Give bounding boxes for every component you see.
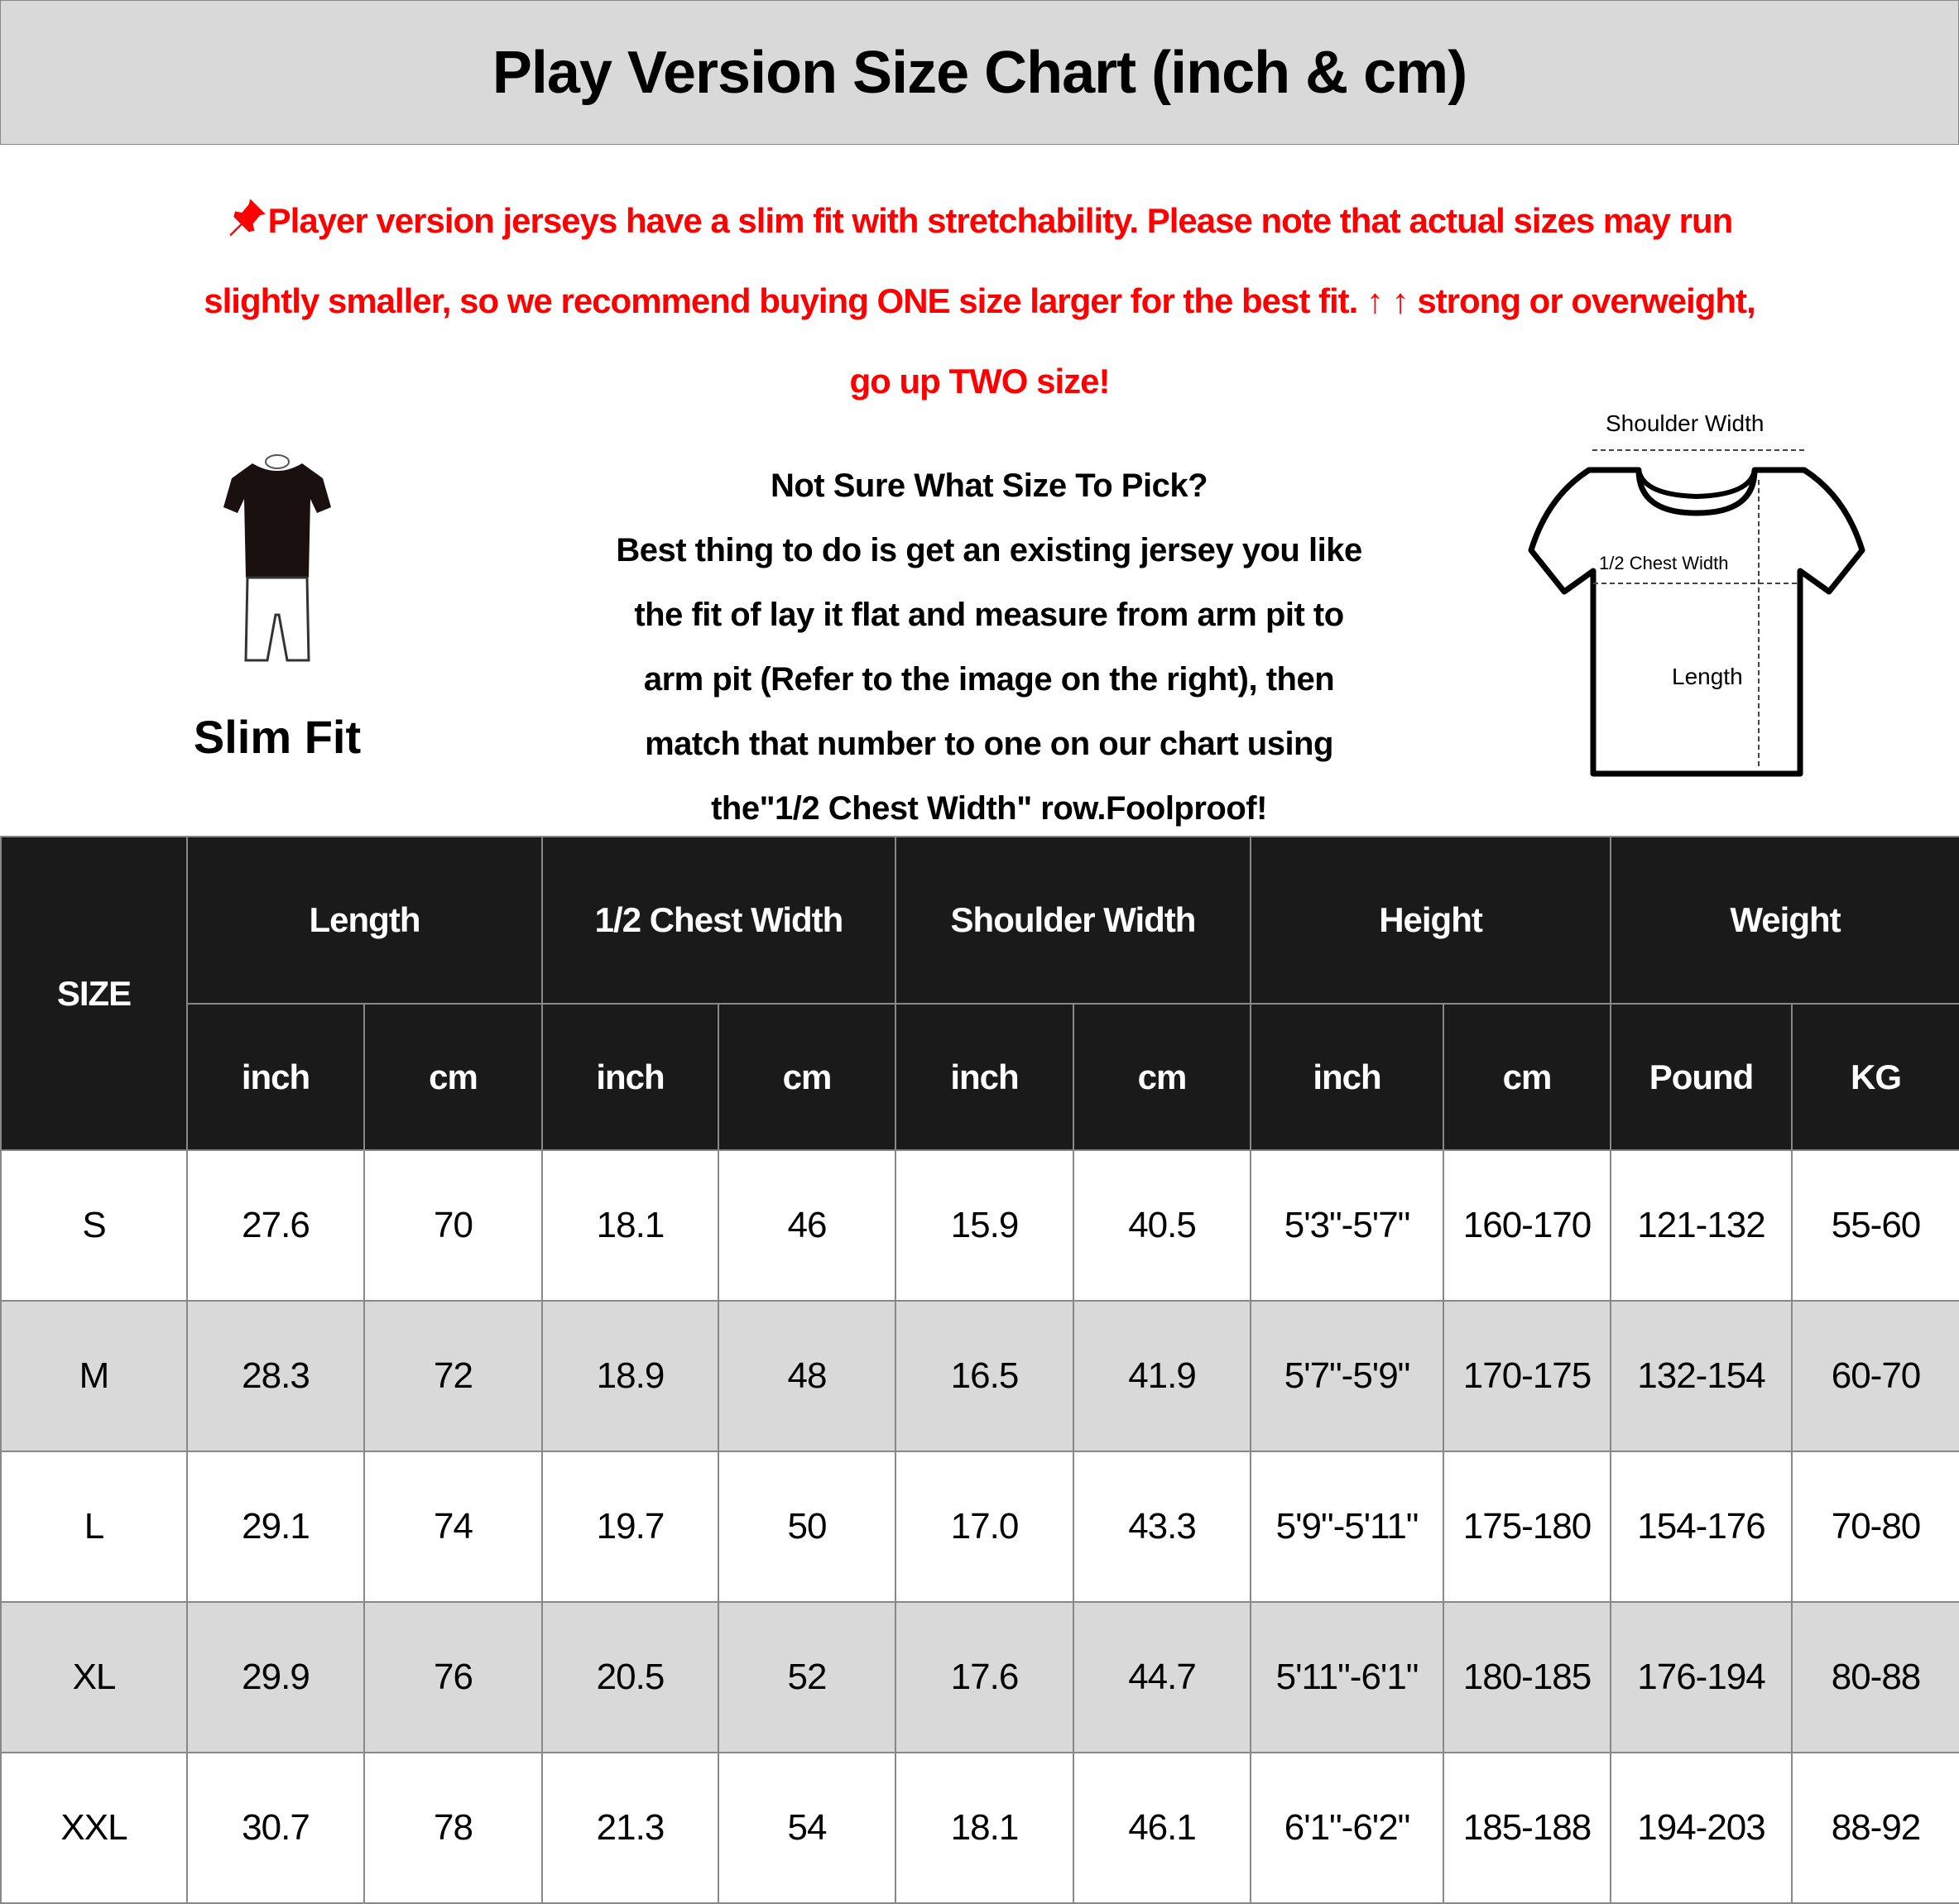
tshirt-measurement-icon: [1528, 449, 1865, 777]
page-title: Play Version Size Chart (inch & cm): [492, 39, 1467, 106]
slim-fit-panel: Slim Fit: [174, 453, 381, 764]
group-header-length: Length: [186, 836, 543, 1005]
sizing-advice: Not Sure What Size To Pick? Best thing t…: [463, 453, 1515, 841]
value-cell: 28.3: [186, 1300, 365, 1452]
value-cell: 70: [363, 1149, 543, 1302]
unit-header: Pound: [1610, 1003, 1793, 1151]
value-cell: 5'7"-5'9": [1250, 1300, 1445, 1452]
value-cell: 194-203: [1610, 1752, 1793, 1904]
group-header-shoulder: Shoulder Width: [894, 836, 1252, 1005]
value-cell: 30.7: [186, 1752, 365, 1904]
value-cell: 78: [363, 1752, 543, 1904]
value-cell: 180-185: [1443, 1601, 1612, 1753]
unit-header: inch: [541, 1003, 719, 1151]
value-cell: 27.6: [186, 1149, 365, 1302]
value-cell: 5'3"-5'7": [1250, 1149, 1445, 1302]
value-cell: 43.3: [1072, 1451, 1252, 1603]
value-cell: 41.9: [1072, 1300, 1252, 1452]
value-cell: 5'9"-5'11": [1250, 1451, 1445, 1603]
shoulder-width-label: Shoulder Width: [1606, 410, 1765, 436]
advice-line: Not Sure What Size To Pick?: [770, 468, 1208, 504]
slim-fit-figure-icon: [223, 454, 331, 662]
value-cell: 52: [718, 1601, 896, 1753]
table-row: S 27.6 70 18.1 46 15.9 40.5 5'3"-5'7" 160-170 121…: [0, 1149, 1959, 1302]
notice-line-3: go up TWO size!: [849, 362, 1111, 400]
value-cell: 6'1"-6'2": [1250, 1752, 1445, 1904]
size-table: SIZE Length 1/2 Chest Width Shoulder Wid…: [0, 836, 1959, 1904]
notice-line-2: slightly smaller, so we recommend buying…: [204, 281, 1755, 320]
length-label: Length: [1672, 664, 1743, 689]
unit-header: cm: [363, 1003, 543, 1151]
advice-line: Best thing to do is get an existing jers…: [616, 532, 1362, 568]
value-cell: 50: [718, 1451, 896, 1603]
unit-header: inch: [1250, 1003, 1445, 1151]
group-header-chest: 1/2 Chest Width: [541, 836, 896, 1005]
advice-line: the"1/2 Chest Width" row.Foolproof!: [711, 790, 1267, 827]
value-cell: 54: [718, 1752, 896, 1904]
value-cell: 74: [363, 1451, 543, 1603]
value-cell: 60-70: [1791, 1300, 1959, 1452]
value-cell: 160-170: [1443, 1149, 1612, 1302]
size-cell: M: [0, 1300, 188, 1452]
table-row: L 29.1 74 19.7 50 17.0 43.3 5'9"-5'11" 175-180 15…: [0, 1451, 1959, 1603]
pushpin-icon: [228, 199, 266, 237]
value-cell: 132-154: [1610, 1300, 1793, 1452]
value-cell: 20.5: [541, 1601, 719, 1753]
chest-width-label: 1/2 Chest Width: [1599, 553, 1729, 573]
slim-fit-label: Slim Fit: [193, 711, 362, 763]
value-cell: 170-175: [1443, 1300, 1612, 1452]
value-cell: 18.1: [541, 1149, 719, 1302]
value-cell: 175-180: [1443, 1451, 1612, 1603]
unit-header: cm: [718, 1003, 896, 1151]
table-row: XL 29.9 76 20.5 52 17.6 44.7 5'11"-6'1" 180-185 1…: [0, 1601, 1959, 1753]
size-cell: L: [0, 1451, 188, 1603]
size-header: SIZE: [0, 836, 188, 1151]
value-cell: 21.3: [541, 1752, 719, 1904]
advice-line: match that number to one on our chart us…: [645, 726, 1333, 762]
value-cell: 121-132: [1610, 1149, 1793, 1302]
value-cell: 76: [363, 1601, 543, 1753]
value-cell: 154-176: [1610, 1451, 1793, 1603]
size-cell: XXL: [0, 1752, 188, 1904]
value-cell: 55-60: [1791, 1149, 1959, 1302]
value-cell: 18.9: [541, 1300, 719, 1452]
value-cell: 40.5: [1072, 1149, 1252, 1302]
value-cell: 18.1: [895, 1752, 1074, 1904]
value-cell: 70-80: [1791, 1451, 1959, 1603]
table-row: M 28.3 72 18.9 48 16.5 41.9 5'7"-5'9" 170-175 132…: [0, 1300, 1959, 1452]
measurement-diagram: Shoulder Width 1/2 Chest Width Length: [1523, 405, 1870, 786]
value-cell: 44.7: [1072, 1601, 1252, 1753]
unit-header: inch: [186, 1003, 365, 1151]
value-cell: 176-194: [1610, 1601, 1793, 1753]
value-cell: 48: [718, 1300, 896, 1452]
value-cell: 16.5: [895, 1300, 1074, 1452]
fit-notice: Player version jerseys have a slim fit w…: [8, 180, 1951, 421]
title-bar: Play Version Size Chart (inch & cm): [0, 0, 1959, 145]
size-cell: XL: [0, 1601, 188, 1753]
value-cell: 5'11"-6'1": [1250, 1601, 1445, 1753]
value-cell: 72: [363, 1300, 543, 1452]
value-cell: 17.0: [895, 1451, 1074, 1603]
unit-header: cm: [1072, 1003, 1252, 1151]
group-header-height: Height: [1250, 836, 1612, 1005]
notice-line-1: Player version jerseys have a slim fit w…: [267, 201, 1734, 240]
group-header-weight: Weight: [1610, 836, 1959, 1005]
advice-line: the fit of lay it flat and measure from …: [634, 597, 1344, 633]
unit-header: cm: [1443, 1003, 1612, 1151]
unit-header: KG: [1791, 1003, 1959, 1151]
value-cell: 88-92: [1791, 1752, 1959, 1904]
value-cell: 29.1: [186, 1451, 365, 1603]
value-cell: 19.7: [541, 1451, 719, 1603]
advice-line: arm pit (Refer to the image on the right…: [643, 661, 1335, 698]
value-cell: 46: [718, 1149, 896, 1302]
value-cell: 46.1: [1072, 1752, 1252, 1904]
value-cell: 185-188: [1443, 1752, 1612, 1904]
value-cell: 17.6: [895, 1601, 1074, 1753]
value-cell: 80-88: [1791, 1601, 1959, 1753]
value-cell: 15.9: [895, 1149, 1074, 1302]
size-cell: S: [0, 1149, 188, 1302]
value-cell: 29.9: [186, 1601, 365, 1753]
unit-header: inch: [895, 1003, 1074, 1151]
table-row: XXL 30.7 78 21.3 54 18.1 46.1 6'1"-6'2" 185-188 1…: [0, 1752, 1959, 1904]
